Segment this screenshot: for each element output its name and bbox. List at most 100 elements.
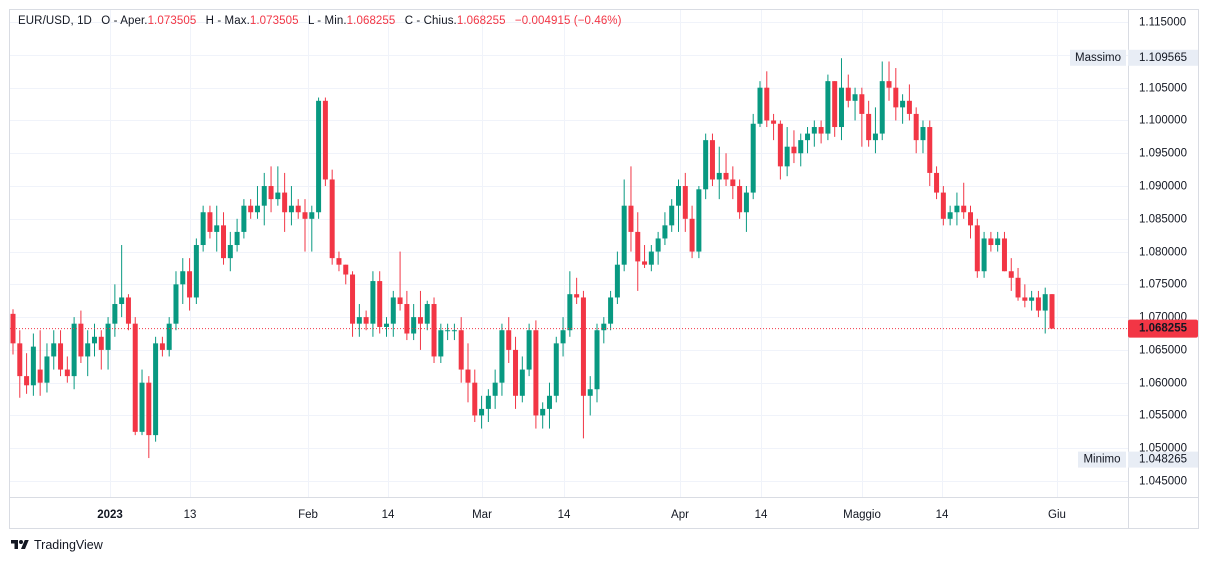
candle-body <box>350 274 356 324</box>
candle-body <box>913 113 919 141</box>
candle-body <box>574 294 580 298</box>
candle-body <box>730 179 736 187</box>
candle-body <box>845 87 851 101</box>
candle-body <box>669 205 675 226</box>
candle-body <box>642 261 648 265</box>
candle-body <box>940 192 946 219</box>
min-value-text: 1.048265 <box>1139 454 1187 466</box>
candle-body <box>805 133 811 141</box>
candle-body <box>288 205 294 213</box>
legend-close-label: C - Chius. <box>404 15 457 27</box>
candle-body <box>166 323 172 350</box>
candle-body <box>322 100 328 180</box>
candle-body <box>709 140 715 180</box>
candle-body <box>676 186 682 206</box>
candle-body <box>968 212 974 226</box>
candle-body <box>431 304 437 357</box>
candle-body <box>587 389 593 396</box>
candle-body <box>329 179 335 259</box>
candle-body <box>689 218 695 252</box>
candle-body <box>601 323 607 331</box>
candle-body <box>370 281 376 324</box>
y-tick-label: 1.115000 <box>1139 17 1186 29</box>
min-label-text: Minimo <box>1083 454 1120 466</box>
candle-body <box>608 297 614 324</box>
candle-body <box>24 376 30 386</box>
candle-body <box>451 330 457 332</box>
candle-body <box>838 87 844 128</box>
legend-close-value: 1.068255 <box>456 15 506 27</box>
candle-body <box>214 225 220 232</box>
candle-body <box>832 81 838 128</box>
candle-body <box>866 113 872 141</box>
candle-body <box>1001 238 1007 272</box>
legend-symbol[interactable]: EUR/USD <box>18 15 71 27</box>
candle-body <box>859 94 865 114</box>
y-tick-label: 1.065000 <box>1139 345 1187 357</box>
candle-body <box>594 330 600 390</box>
x-tick-label: Apr <box>671 509 689 521</box>
legend-open-label: O - Aper. <box>101 15 148 27</box>
candle-body <box>51 343 57 357</box>
candle-body <box>159 343 165 350</box>
candle-body <box>221 225 227 259</box>
candle-body <box>872 133 878 141</box>
candle-body <box>818 127 824 134</box>
candle-body <box>383 323 389 327</box>
candle-body <box>200 212 206 246</box>
candle-body <box>947 212 953 219</box>
legend-low-label: L - Min. <box>307 15 347 27</box>
candle-body <box>879 81 885 134</box>
last-price-value: 1.068255 <box>1139 323 1188 335</box>
last-price-badge <box>1128 319 1198 338</box>
candle-body <box>458 330 464 370</box>
candle-body <box>1022 297 1028 301</box>
candlestick-chart[interactable]: 1.045000 1.050000 1.055000 1.060000 1.065000… <box>0 0 1209 530</box>
candle-body <box>771 120 777 124</box>
candle-body <box>1049 294 1055 329</box>
y-tick-label: 1.100000 <box>1139 115 1187 127</box>
candle-body <box>356 317 362 324</box>
candle-body <box>954 205 960 213</box>
candle-body <box>560 330 566 344</box>
candle-body <box>275 192 281 200</box>
candle-body <box>628 205 634 232</box>
candle-body <box>302 212 308 219</box>
candle-body <box>920 127 926 141</box>
max-value-badge <box>1128 49 1198 66</box>
footer-brand[interactable]: TradingView <box>10 538 103 552</box>
candle-body <box>1029 297 1035 301</box>
candle-body <box>411 317 417 334</box>
legend-high-value: 1.073505 <box>249 15 299 27</box>
candle-body <box>1008 271 1014 278</box>
candle-body <box>316 100 322 213</box>
candle-body <box>723 172 729 180</box>
candle-body <box>621 205 627 265</box>
candle-body <box>784 146 790 167</box>
x-tick-label: 13 <box>184 509 197 521</box>
candle-body <box>757 87 763 124</box>
candle-body <box>546 395 552 409</box>
candle-body <box>519 369 525 396</box>
candle-body <box>343 264 349 275</box>
candle-body <box>526 330 532 370</box>
min-value-badge <box>1128 451 1198 468</box>
candle-body <box>580 297 586 396</box>
candle-body <box>648 251 654 265</box>
candle-body <box>662 225 668 239</box>
candle-body <box>682 186 688 219</box>
candle-body <box>479 408 485 416</box>
candle-body <box>499 330 505 383</box>
candle-body <box>485 395 491 409</box>
candle-body <box>1035 297 1041 311</box>
y-tick-label: 1.105000 <box>1139 83 1187 95</box>
candle-body <box>125 297 131 324</box>
candle-body <box>553 343 559 396</box>
legend-low-value: 1.068255 <box>346 15 396 27</box>
candle-body <box>655 238 661 252</box>
legend-change-value: −0.004915 (−0.46%) <box>514 15 622 27</box>
x-tick-label: Feb <box>298 509 318 521</box>
candle-body <box>64 369 70 377</box>
candle-body <box>417 317 423 324</box>
legend-interval[interactable]: 1D <box>77 15 92 27</box>
